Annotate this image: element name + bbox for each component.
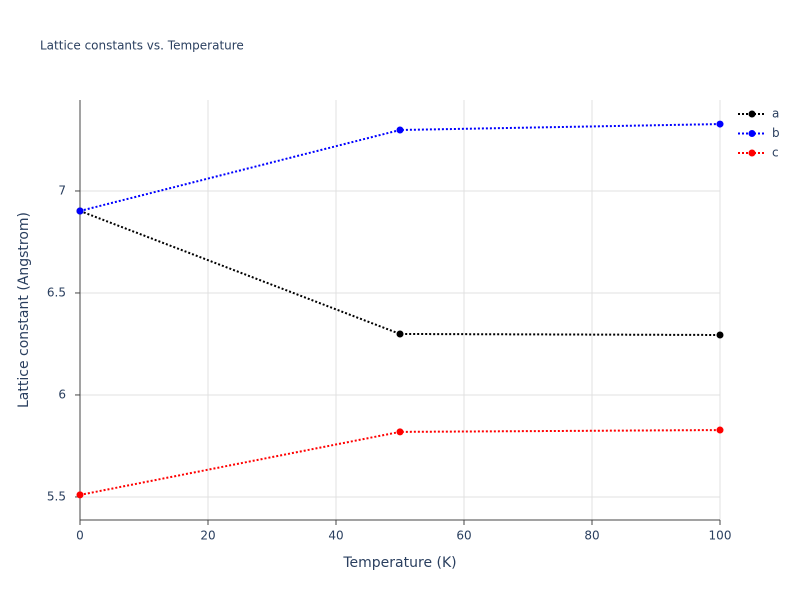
marker — [396, 428, 404, 436]
marker — [396, 126, 404, 134]
marker — [716, 426, 724, 434]
x-axis-title: Temperature (K) — [342, 555, 456, 571]
x-tick-label: 80 — [584, 529, 599, 543]
y-axis-title: Lattice constant (Angstrom) — [16, 212, 32, 408]
legend-label: c — [772, 146, 779, 160]
legend-marker — [748, 130, 756, 137]
legend-label: a — [772, 107, 779, 121]
y-tick-label: 6.5 — [47, 285, 66, 299]
legend-label: b — [772, 126, 780, 140]
x-tick-label: 40 — [328, 529, 343, 543]
line — [79, 429, 721, 496]
line — [79, 123, 721, 212]
y-tick-label: 6 — [58, 387, 66, 401]
x-tick-label: 60 — [456, 529, 471, 543]
line — [79, 210, 721, 336]
marker — [76, 491, 84, 499]
marker — [716, 331, 724, 339]
chart-title: Lattice constants vs. Temperature — [40, 39, 244, 53]
x-tick-label: 100 — [709, 529, 732, 543]
legend-marker — [748, 149, 756, 157]
marker — [716, 120, 724, 128]
x-tick-label: 20 — [200, 529, 215, 543]
marker — [76, 207, 84, 215]
marker — [396, 330, 404, 338]
y-tick-label: 5.5 — [47, 489, 66, 503]
legend-marker — [748, 110, 756, 118]
y-tick-label: 7 — [58, 183, 66, 197]
x-tick-label: 0 — [76, 529, 84, 543]
